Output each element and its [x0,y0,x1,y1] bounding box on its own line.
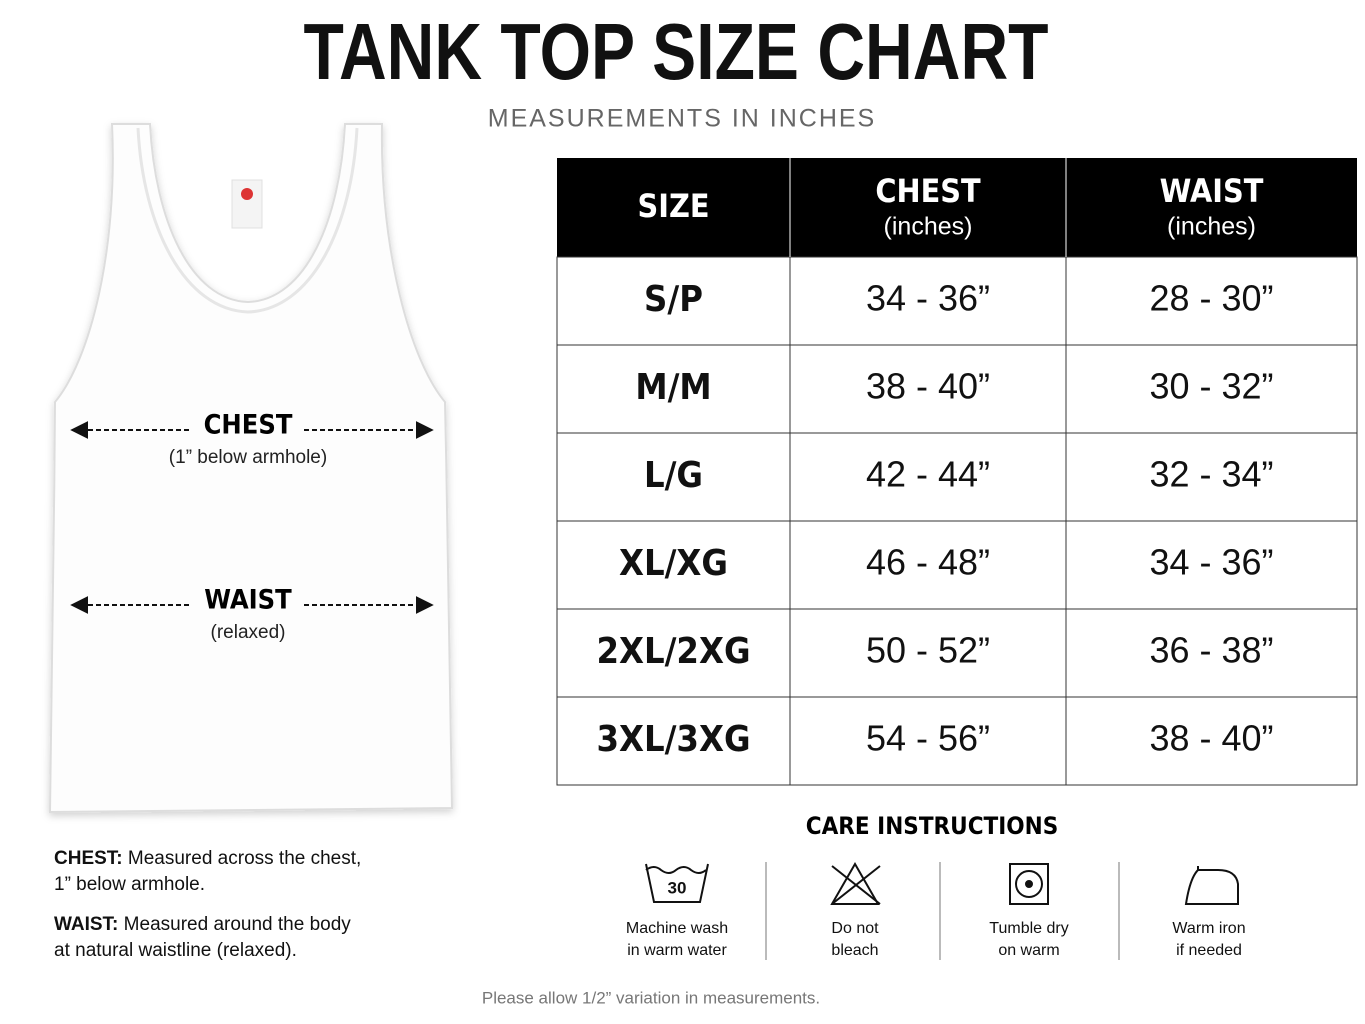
cell: 46 - 48” [866,542,990,583]
size-cell: 3XL/3XG [596,719,750,760]
note: CHEST: Measured across the chest, [54,848,361,869]
note-text: Measured across the chest, [128,848,361,869]
header-sub: (inches) [884,213,973,241]
row [556,256,1358,346]
cell: 30 - 32” [1149,366,1273,407]
note: WAIST: Measured around the body [54,914,351,935]
cell: 38 - 40” [1149,718,1273,759]
size-cell: S/P [644,279,703,320]
size-cell: L/G [644,455,703,496]
wash-temp: 30 [668,878,687,897]
row [556,520,1358,610]
tank-top [48,123,454,814]
cell: 28 - 30” [1149,278,1273,319]
care-label: Machine wash [626,920,728,937]
cell: 36 - 38” [1149,630,1273,671]
care-label: bleach [831,942,878,959]
row [556,432,1358,522]
note-term: CHEST: [54,848,123,869]
size-cell: XL/XG [619,543,728,584]
title: TANK TOP SIZE CHART [304,7,1049,96]
cell: 42 - 44” [866,454,990,495]
note-text: Measured around the body [124,914,352,935]
chest-label: CHEST [204,410,293,441]
note-term: WAIST: [54,914,118,935]
care-label: Do not [831,920,879,937]
size-cell: M/M [635,367,711,408]
cell: 50 - 52” [866,630,990,671]
row [556,344,1358,434]
waist-note: (relaxed) [211,622,286,643]
care-label: in warm water [627,942,727,959]
note-text: 1” below armhole. [54,874,205,895]
cell: 38 - 40” [866,366,990,407]
notes: CHEST: Measured across the chest, 1” belo… [54,848,361,961]
cell: 54 - 56” [866,718,990,759]
row [556,608,1358,698]
footer-note: Please allow 1/2” variation in measureme… [482,988,820,1007]
care-label: on warm [998,942,1059,959]
header-label: SIZE [638,187,710,225]
care-title: CARE INSTRUCTIONS [806,812,1059,840]
waist-label: WAIST [204,585,292,616]
header-bg [557,158,1357,257]
size-table: SIZE CHEST (inches) WAIST (inches) S/P 34 - 36… [556,158,1358,786]
cell: 34 - 36” [1149,542,1273,583]
care-label: if needed [1176,942,1242,959]
care-icons [645,861,1239,960]
note-text: at natural waistline (relaxed). [54,940,297,961]
care-labels: Machine wash in warm water Do not bleach Tum… [626,920,1246,959]
care-label: Warm iron [1172,920,1245,937]
size-cell: 2XL/2XG [596,631,750,672]
header-sub: (inches) [1167,213,1256,241]
cell: 34 - 36” [866,278,990,319]
row [556,696,1358,786]
chest-note: (1” below armhole) [169,447,327,468]
cell: 32 - 34” [1149,454,1273,495]
header-label: CHEST [875,172,981,210]
care-label: Tumble dry [989,920,1068,937]
header-label: WAIST [1160,172,1264,210]
subtitle: MEASUREMENTS IN INCHES [488,105,876,133]
